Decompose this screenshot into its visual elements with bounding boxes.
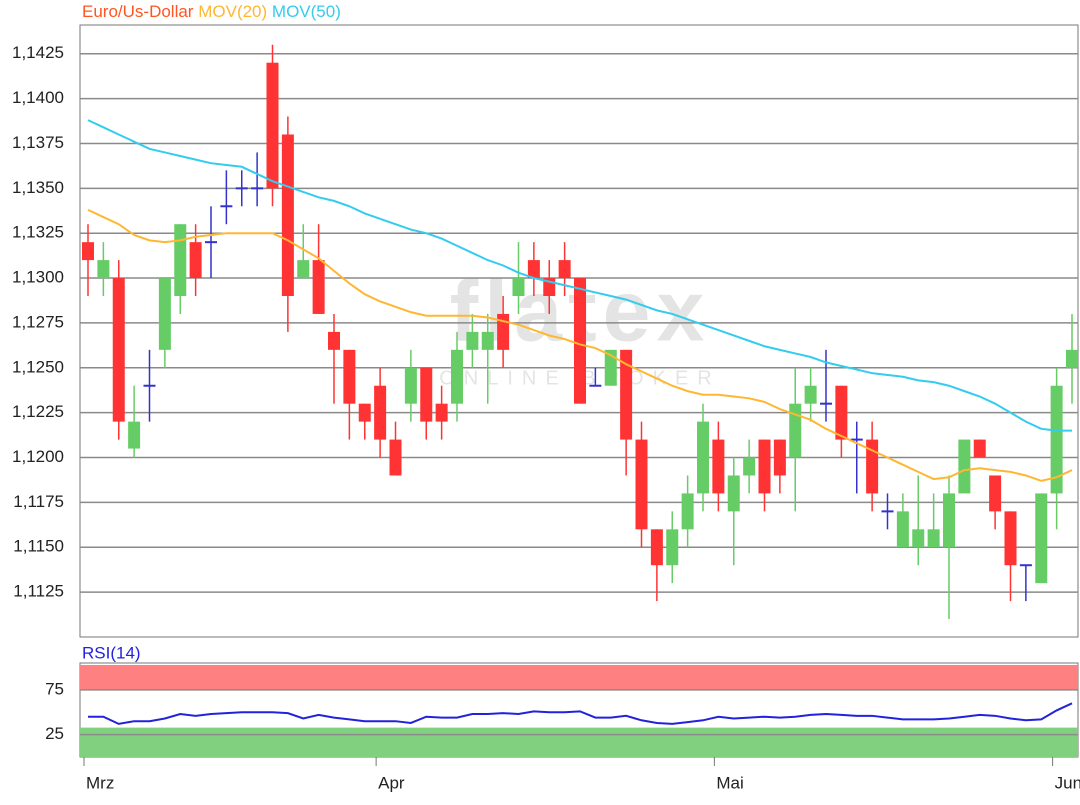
- y-tick-label: 1,1225: [12, 402, 64, 421]
- y-tick-label: 1,1250: [12, 357, 64, 376]
- candle-body: [189, 242, 202, 279]
- candle-body: [804, 385, 817, 404]
- y-tick-label: 1,1125: [13, 582, 64, 601]
- candle-body: [866, 439, 879, 494]
- candle-body: [666, 529, 679, 566]
- moving-average-line: [87, 119, 1072, 432]
- candle-body: [958, 439, 971, 494]
- candle-body: [773, 439, 786, 476]
- y-tick-label: 1,1400: [12, 88, 64, 107]
- candle-body: [297, 260, 310, 279]
- candle-body: [758, 439, 771, 494]
- rsi-line: [88, 702, 1073, 725]
- candle-body: [82, 242, 94, 261]
- candle-body: [435, 403, 448, 422]
- candle-body: [896, 511, 909, 548]
- moving-average-line: [87, 208, 1073, 482]
- candle-body: [128, 421, 141, 449]
- y-tick-label: 1,1325: [12, 223, 64, 242]
- candle-body: [451, 349, 463, 404]
- candle-body: [620, 349, 633, 440]
- candle-body: [312, 260, 325, 314]
- candle-body: [1004, 511, 1017, 566]
- x-tick-label: Jun: [1055, 773, 1080, 792]
- candle-body: [158, 278, 171, 350]
- y-tick-label: 75: [45, 679, 64, 698]
- candle-body: [481, 331, 494, 350]
- candle-body: [512, 278, 525, 297]
- legend-entry: MOV(50): [272, 2, 341, 21]
- candle-body: [174, 224, 187, 297]
- candle-body: [112, 278, 125, 422]
- candle-body: [712, 439, 725, 494]
- candle-body: [374, 385, 387, 440]
- candle-body: [743, 457, 756, 476]
- candle-body: [697, 421, 709, 494]
- y-tick-label: 1,1175: [13, 492, 64, 511]
- candle-body: [973, 439, 986, 458]
- y-tick-label: 1,1200: [12, 447, 64, 466]
- candle-body: [389, 439, 402, 476]
- candle-body: [989, 475, 1002, 512]
- candle-body: [420, 367, 433, 422]
- candle-body: [281, 134, 294, 297]
- x-tick-label: Mai: [716, 773, 743, 792]
- candle-body: [574, 278, 586, 404]
- y-tick-label: 25: [45, 724, 64, 743]
- candle-body: [497, 313, 510, 350]
- y-tick-label: 1,1300: [12, 268, 64, 287]
- y-tick-label: 1,1275: [12, 312, 64, 331]
- legend-entry: MOV(20): [198, 2, 267, 21]
- candle-body: [789, 403, 802, 458]
- candle-body: [466, 331, 479, 350]
- candle-body: [328, 331, 340, 350]
- candle-body: [835, 385, 848, 440]
- candle-body: [266, 62, 279, 189]
- legend-entry: RSI(14): [82, 643, 141, 662]
- candle-body: [943, 493, 955, 548]
- overbought-zone: [80, 665, 1078, 690]
- candle-body: [558, 260, 571, 279]
- candle-body: [1066, 349, 1078, 368]
- oversold-zone: [80, 727, 1078, 757]
- candle-body: [358, 403, 371, 422]
- candle-body: [727, 475, 740, 512]
- candle-body: [650, 529, 663, 566]
- candle-body: [927, 529, 940, 548]
- candle-body: [604, 349, 617, 386]
- legend-entry: Euro/Us-Dollar: [82, 2, 194, 21]
- candle-body: [912, 529, 925, 548]
- candle-body: [1035, 493, 1048, 584]
- candle-body: [681, 493, 694, 530]
- y-tick-label: 1,1375: [12, 133, 64, 152]
- candle-body: [97, 260, 110, 279]
- y-tick-label: 1,1425: [12, 43, 64, 62]
- x-tick-label: Mrz: [86, 773, 114, 792]
- y-tick-label: 1,1350: [12, 178, 64, 197]
- candle-body: [635, 439, 648, 530]
- legend: Euro/Us-Dollar MOV(20) MOV(50): [82, 2, 341, 21]
- y-tick-label: 1,1150: [13, 537, 64, 556]
- candle-body: [343, 349, 356, 404]
- candle-body: [404, 367, 417, 404]
- candle-body: [527, 260, 540, 279]
- x-tick-label: Apr: [378, 773, 405, 792]
- candle-body: [1050, 385, 1063, 494]
